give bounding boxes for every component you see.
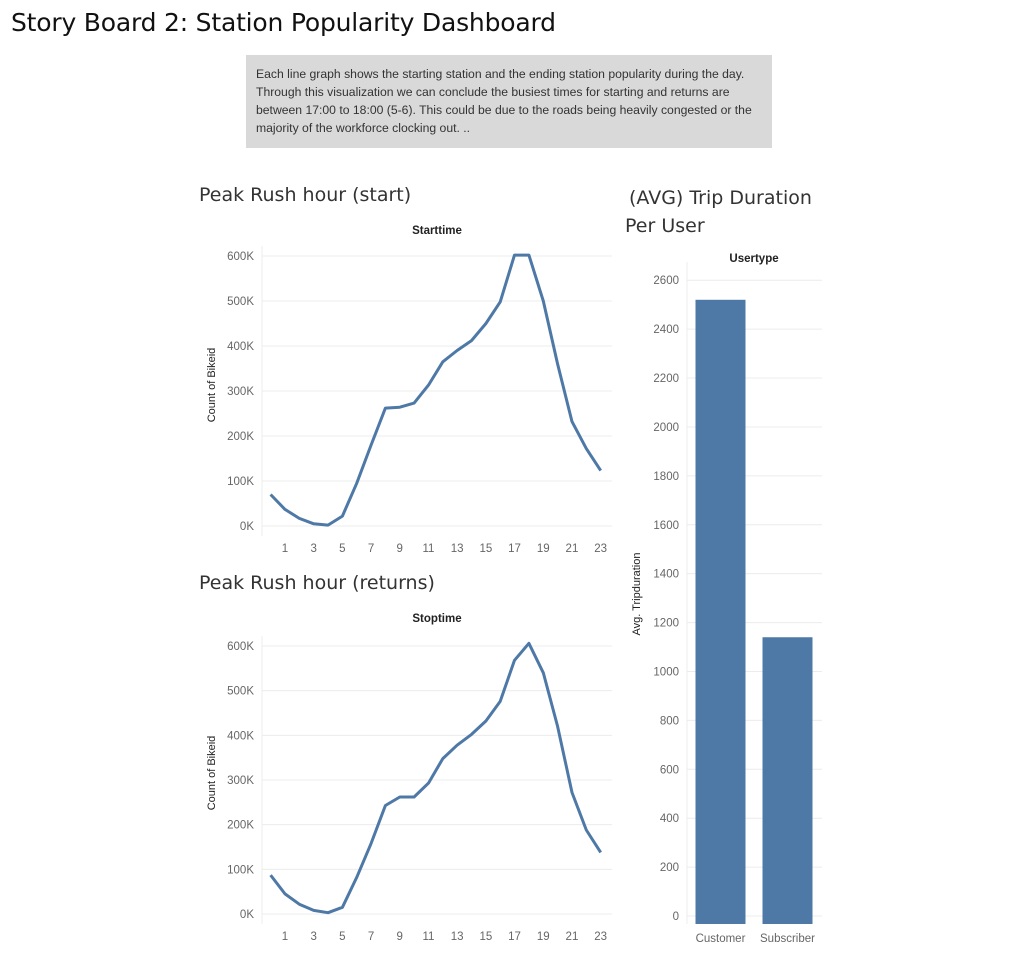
- y-tick-2-1: 200: [660, 862, 679, 874]
- x-tick-2-1: Subscriber: [760, 933, 815, 945]
- x-tick-0-11: 23: [594, 543, 607, 555]
- x-tick-0-7: 15: [479, 543, 492, 555]
- y-tick-2-3: 600: [660, 764, 679, 776]
- bar-customer: [695, 299, 746, 924]
- x-tick-0-9: 19: [537, 543, 550, 555]
- y-tick-2-12: 2400: [653, 324, 679, 336]
- y-tick-1-5: 500K: [227, 686, 254, 698]
- y-tick-2-2: 400: [660, 813, 679, 825]
- y-axis-label-1: Count of Bikeid: [206, 736, 218, 811]
- x-tick-1-2: 5: [339, 931, 345, 943]
- x-tick-1-9: 19: [537, 931, 550, 943]
- x-tick-0-1: 3: [310, 543, 316, 555]
- y-tick-2-5: 1000: [653, 666, 679, 678]
- x-tick-1-7: 15: [479, 931, 492, 943]
- x-tick-1-4: 9: [397, 931, 403, 943]
- x-tick-1-3: 7: [368, 931, 374, 943]
- chart-header-2: Usertype: [729, 253, 778, 265]
- x-tick-0-5: 11: [422, 543, 434, 555]
- x-tick-0-8: 17: [508, 543, 521, 555]
- chart-header-1: Stoptime: [412, 613, 461, 625]
- y-tick-2-7: 1400: [653, 569, 679, 581]
- y-tick-0-0: 0K: [240, 521, 254, 533]
- y-tick-0-5: 500K: [227, 296, 254, 308]
- chart-title-duration: (AVG) Trip Duration Per User: [625, 187, 812, 237]
- y-tick-1-2: 200K: [227, 820, 254, 832]
- x-tick-1-10: 21: [566, 931, 579, 943]
- chart-title-returns: Peak Rush hour (returns): [199, 572, 435, 594]
- chart-header-0: Starttime: [412, 225, 462, 237]
- x-tick-0-10: 21: [566, 543, 579, 555]
- y-tick-1-3: 300K: [227, 775, 254, 787]
- y-tick-2-8: 1600: [653, 520, 679, 532]
- y-tick-2-13: 2600: [653, 275, 679, 287]
- bar-subscriber: [762, 637, 813, 924]
- y-tick-2-9: 1800: [653, 471, 679, 483]
- x-tick-1-1: 3: [310, 931, 316, 943]
- y-tick-0-2: 200K: [227, 431, 254, 443]
- y-tick-0-3: 300K: [227, 386, 254, 398]
- x-tick-0-6: 13: [451, 543, 464, 555]
- x-tick-0-3: 7: [368, 543, 374, 555]
- y-axis-label-2: Avg. Tripduration: [631, 553, 643, 636]
- y-tick-0-6: 600K: [227, 251, 254, 263]
- y-tick-1-1: 100K: [227, 864, 254, 876]
- y-tick-2-4: 800: [660, 715, 679, 727]
- y-tick-1-4: 400K: [227, 730, 254, 742]
- chart-title-start: Peak Rush hour (start): [199, 184, 412, 206]
- y-tick-0-1: 100K: [227, 476, 254, 488]
- x-tick-1-6: 13: [451, 931, 464, 943]
- x-tick-2-0: Customer: [696, 933, 746, 945]
- y-axis-label-0: Count of Bikeid: [206, 348, 218, 423]
- page-title: Story Board 2: Station Popularity Dashbo…: [11, 8, 556, 37]
- y-tick-0-4: 400K: [227, 341, 254, 353]
- x-tick-0-4: 9: [397, 543, 403, 555]
- y-tick-1-6: 600K: [227, 641, 254, 653]
- x-tick-1-11: 23: [594, 931, 607, 943]
- x-tick-1-5: 11: [422, 931, 434, 943]
- x-tick-1-8: 17: [508, 931, 521, 943]
- series-line-0-0: [269, 253, 602, 527]
- x-tick-1-0: 1: [282, 931, 288, 943]
- series-line-1-0: [269, 641, 602, 915]
- y-tick-2-6: 1200: [653, 618, 679, 630]
- x-tick-0-0: 1: [282, 543, 288, 555]
- y-tick-2-10: 2000: [653, 422, 679, 434]
- caption-box: Each line graph shows the starting stati…: [246, 55, 772, 148]
- x-tick-0-2: 5: [339, 543, 345, 555]
- y-tick-2-11: 2200: [653, 373, 679, 385]
- y-tick-2-0: 0: [673, 911, 679, 923]
- y-tick-1-0: 0K: [240, 909, 254, 921]
